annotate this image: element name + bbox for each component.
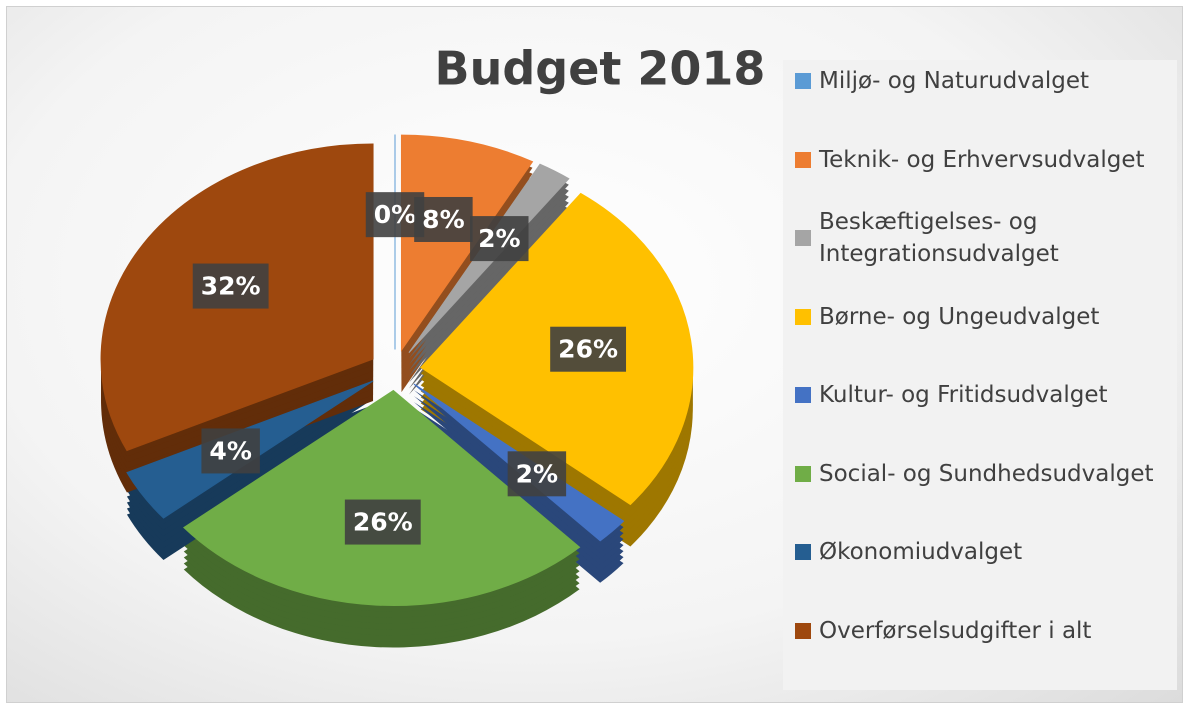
legend-label: Børne- og Ungeudvalget [819, 303, 1100, 330]
legend-swatch [795, 73, 811, 89]
data-label-text: 8% [422, 205, 464, 234]
legend-item: Social- og Sundhedsudvalget [795, 435, 1165, 513]
data-label-box [414, 196, 473, 242]
data-label-box [344, 499, 421, 545]
slice [400, 134, 534, 352]
data-label-text: 26% [558, 335, 618, 364]
legend-swatch [795, 622, 811, 639]
legend-label: Teknik- og Erhvervsudvalget [819, 146, 1145, 173]
legend-swatch [795, 465, 811, 482]
data-label: 8% [414, 196, 473, 242]
chart-title: Budget 2018 [435, 42, 766, 96]
legend-swatch [795, 387, 811, 403]
data-label-box [507, 451, 567, 497]
legend-label: Overførselsudgifter i alt [819, 617, 1092, 644]
legend-swatch [795, 544, 811, 560]
data-label: 2% [507, 451, 567, 497]
legend-label: Social- og Sundhedsudvalget [819, 460, 1154, 487]
legend: Miljø- og Naturudvalget Teknik- og Erhver… [783, 60, 1177, 690]
data-label-text: 26% [353, 508, 413, 537]
legend-item: Teknik- og Erhvervsudvalget [795, 121, 1165, 199]
data-label: 32% [192, 263, 269, 309]
legend-item: Miljø- og Naturudvalget [795, 42, 1165, 120]
legend-swatch [795, 230, 811, 246]
legend-item: Overførselsudgifter i alt [795, 592, 1165, 670]
data-label-box [201, 428, 260, 474]
data-label-text: 0% [374, 200, 416, 229]
data-label: 4% [201, 428, 260, 474]
data-label: 26% [344, 499, 421, 545]
legend-swatch [795, 308, 811, 325]
legend-item: Kultur- og Fritidsudvalget [795, 356, 1165, 434]
legend-label: Beskæftigelses- og Integrationsudvalget [819, 209, 1059, 267]
data-label-text: 32% [201, 272, 261, 301]
legend-item: Økonomiudvalget [795, 513, 1165, 591]
legend-item: Børne- og Ungeudvalget [795, 278, 1165, 356]
data-label-box [192, 263, 269, 309]
slice [182, 389, 581, 606]
data-label: 2% [470, 216, 529, 262]
data-label: 26% [550, 326, 627, 372]
data-label-text: 4% [209, 436, 251, 465]
legend-item: Beskæftigelses- og Integrationsudvalget [795, 199, 1165, 277]
data-label-text: 2% [478, 224, 520, 253]
data-label-box [470, 216, 529, 262]
legend-label: Miljø- og Naturudvalget [819, 68, 1090, 94]
data-label-box [550, 326, 627, 372]
legend-label: Økonomiudvalget [819, 539, 1023, 565]
legend-label: Kultur- og Fritidsudvalget [819, 382, 1108, 408]
data-label-text: 2% [516, 459, 558, 488]
legend-swatch [795, 151, 811, 168]
pie: 0% 8% 2% 26% 2% 26% 4% 32% [100, 134, 694, 648]
